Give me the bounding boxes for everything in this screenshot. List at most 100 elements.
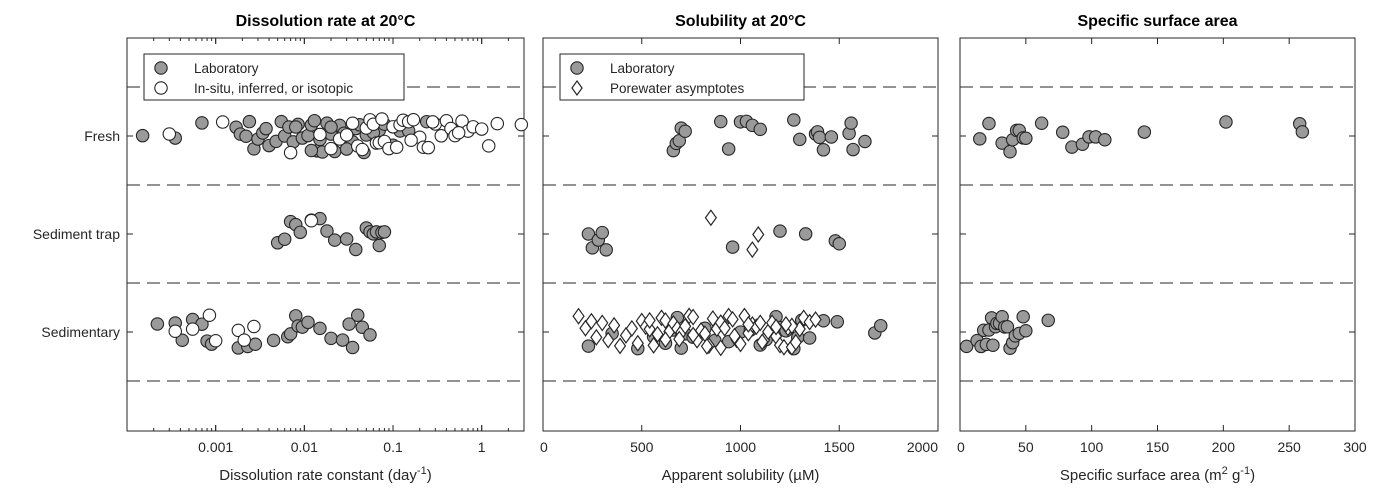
data-point <box>830 315 845 329</box>
data-point <box>320 224 334 238</box>
data-point <box>1000 320 1015 334</box>
data-point <box>490 116 505 131</box>
data-point <box>313 127 327 142</box>
data-point <box>572 307 585 325</box>
panel-1: Dissolution rate at 20°C Fresh Sediment tr… <box>33 13 529 484</box>
data-point <box>700 337 714 355</box>
data-point <box>752 225 765 244</box>
legend-marker <box>154 81 168 95</box>
data-point <box>345 340 360 355</box>
data-point <box>313 321 327 336</box>
data-point <box>339 232 354 246</box>
data-point <box>481 139 496 153</box>
data-point <box>718 319 731 337</box>
data-point <box>590 328 603 346</box>
data-point <box>135 128 150 143</box>
data-point <box>202 308 217 323</box>
data-point <box>324 331 338 346</box>
legend-label: Laboratory <box>610 61 675 76</box>
data-point <box>802 331 817 345</box>
data-point <box>809 311 822 329</box>
x-tick-label: 300 <box>1343 439 1367 455</box>
data-point <box>1041 313 1055 328</box>
data-point <box>1055 125 1070 140</box>
panel-2: Solubility at 20°C 0 500 1000 1500 2000 Appare… <box>540 13 939 484</box>
data-point <box>345 116 360 131</box>
data-point <box>1295 125 1310 139</box>
data-point <box>714 339 727 357</box>
data-point <box>304 213 319 228</box>
data-point <box>769 318 783 336</box>
data-point <box>372 238 387 253</box>
category-label: Sedimentary <box>41 324 120 340</box>
data-point <box>208 333 223 348</box>
data-point <box>726 310 739 328</box>
panel-title: Dissolution rate at 20°C <box>236 13 416 30</box>
data-point <box>1219 115 1233 129</box>
data-point <box>816 143 831 157</box>
data-point <box>725 240 740 254</box>
data-point <box>734 335 747 353</box>
data-point <box>259 121 273 136</box>
series-1 <box>959 115 1310 355</box>
data-point <box>832 237 846 251</box>
data-point <box>324 120 338 134</box>
data-point <box>342 317 356 331</box>
data-point <box>324 141 338 156</box>
data-point <box>721 142 736 156</box>
data-point <box>339 128 354 142</box>
x-axis-label: Apparent solubility (µM) <box>662 467 820 484</box>
data-point <box>986 338 1000 352</box>
legend-marker <box>571 79 583 97</box>
data-point <box>686 308 700 326</box>
data-point <box>1034 116 1049 130</box>
x-tick-label: 100 <box>1080 439 1104 455</box>
x-tick-label: 2000 <box>907 439 938 455</box>
data-point <box>389 140 404 154</box>
category-label: Sediment trap <box>33 226 120 242</box>
data-point <box>162 127 177 141</box>
data-point <box>858 134 872 149</box>
data-point <box>363 328 377 342</box>
x-tick-label: 0.001 <box>198 439 233 455</box>
data-point <box>355 142 370 157</box>
data-point <box>659 331 672 349</box>
data-point <box>350 308 365 322</box>
x-tick-label: 150 <box>1146 439 1170 455</box>
data-point <box>704 209 718 227</box>
data-point <box>798 227 813 241</box>
data-point <box>377 225 392 239</box>
data-point <box>625 319 639 337</box>
data-point <box>301 315 315 330</box>
x-tick-label: 0 <box>540 439 548 455</box>
legend-label: In-situ, inferred, or isotopic <box>194 81 353 96</box>
data-point <box>406 112 421 127</box>
data-point <box>607 316 621 334</box>
data-point <box>231 323 246 338</box>
x-tick-label: 200 <box>1212 439 1236 455</box>
category-label: Fresh <box>84 128 120 144</box>
data-point <box>195 116 209 130</box>
data-point <box>1016 310 1030 324</box>
data-point <box>643 311 656 329</box>
data-point <box>425 115 440 129</box>
data-point <box>599 243 613 257</box>
data-point <box>293 225 308 240</box>
data-point <box>824 130 839 144</box>
data-point <box>421 140 436 155</box>
data-point <box>596 314 609 332</box>
data-point <box>844 116 858 130</box>
data-point <box>474 122 489 136</box>
data-point <box>404 133 418 147</box>
data-point <box>746 241 759 259</box>
data-point <box>581 227 596 241</box>
x-tick-label: 1500 <box>824 439 855 455</box>
data-point <box>1019 323 1033 338</box>
data-point <box>651 325 664 343</box>
data-point <box>756 333 769 351</box>
data-point <box>678 124 692 138</box>
data-point <box>754 314 767 332</box>
data-point <box>1137 125 1152 139</box>
data-point <box>773 224 787 238</box>
